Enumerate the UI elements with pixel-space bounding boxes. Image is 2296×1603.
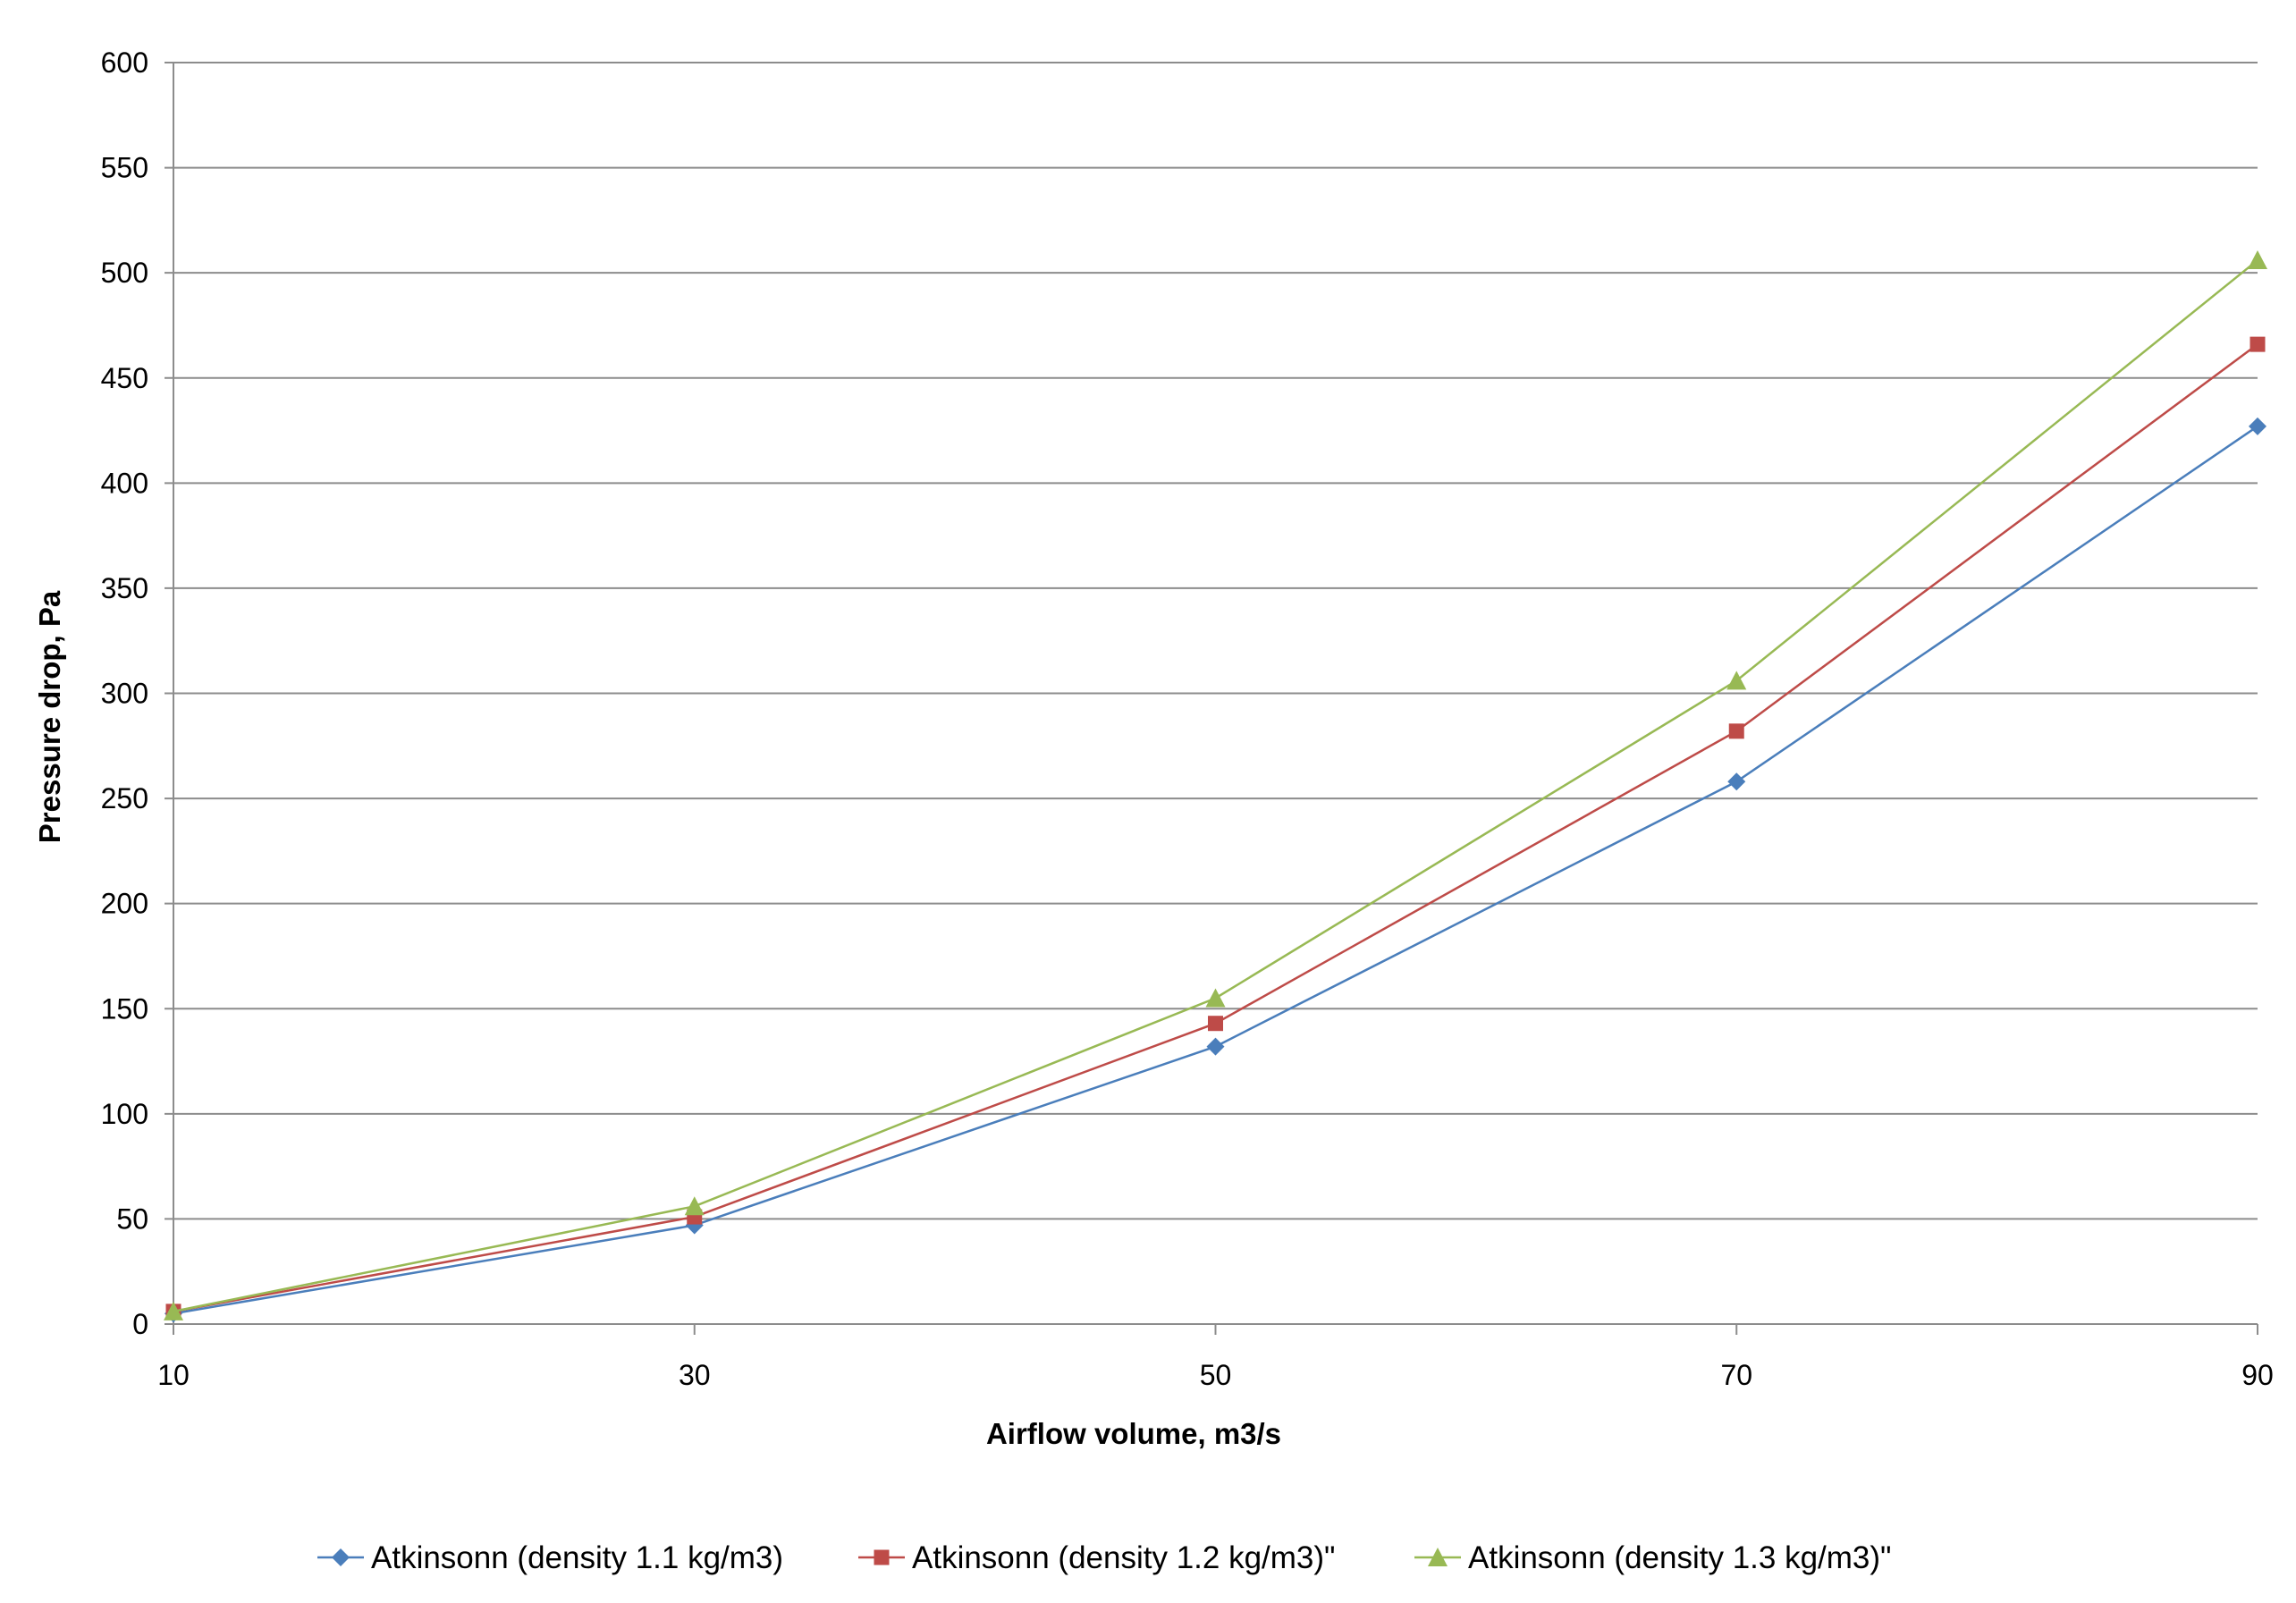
y-tick-label: 350 — [101, 572, 148, 604]
y-tick-label: 150 — [101, 992, 148, 1025]
x-tick-label: 10 — [157, 1359, 190, 1391]
series-3-point — [1726, 671, 1747, 690]
legend-marker — [1428, 1548, 1448, 1566]
series-1-point — [1727, 772, 1746, 791]
legend-marker — [332, 1548, 350, 1566]
y-tick-label: 100 — [101, 1098, 148, 1130]
legend-item-1: Atkinsonn (density 1.1 kg/m3) — [317, 1540, 783, 1575]
legend-item-3: Atkinsonn (density 1.3 kg/m3)" — [1414, 1540, 1891, 1575]
y-tick-label: 50 — [116, 1202, 148, 1235]
series-3 — [164, 250, 2267, 1320]
series-1-line — [173, 425, 2258, 1315]
y-tick-label: 500 — [101, 257, 148, 289]
legend-marker — [874, 1549, 890, 1565]
x-axis-title: Airflow volume, m3/s — [986, 1417, 1281, 1450]
y-tick-label: 0 — [132, 1308, 148, 1340]
legend-label: Atkinsonn (density 1.3 kg/m3)" — [1468, 1540, 1891, 1575]
series-2-line — [173, 343, 2258, 1313]
grid-lines — [165, 62, 2258, 1325]
x-tick-label: 30 — [679, 1359, 711, 1391]
series-3-point — [164, 1301, 183, 1320]
series-2 — [165, 336, 2266, 1320]
y-tick-label: 400 — [101, 467, 148, 499]
series-1 — [165, 417, 2266, 1323]
y-tick-label: 300 — [101, 678, 148, 710]
series-1-point — [2249, 417, 2266, 435]
series-2-point — [1208, 1016, 1223, 1032]
tick-labels: 0 50 100 150 200 250 300 350 400 450 500 550 600 10 30… — [101, 46, 2274, 1391]
series-1-point — [1206, 1037, 1225, 1056]
series-3-point — [684, 1196, 705, 1216]
series-3-point — [2248, 250, 2267, 270]
x-tick-label: 50 — [1200, 1359, 1232, 1391]
series-lines — [164, 250, 2267, 1323]
y-tick-label: 200 — [101, 888, 148, 920]
y-tick-label: 450 — [101, 362, 148, 394]
legend-label: Atkinsonn (density 1.1 kg/m3) — [371, 1540, 783, 1575]
legend-label: Atkinsonn (density 1.2 kg/m3)" — [912, 1540, 1335, 1575]
y-tick-label: 550 — [101, 152, 148, 184]
y-axis-title: Pressure drop, Pa — [33, 590, 66, 843]
legend: Atkinsonn (density 1.1 kg/m3) Atkinsonn (… — [317, 1540, 1891, 1575]
x-tick-label: 70 — [1720, 1359, 1752, 1391]
y-tick-label: 250 — [101, 782, 148, 814]
x-tick-label: 90 — [2241, 1359, 2274, 1391]
axes — [173, 63, 2258, 1335]
y-tick-label: 600 — [101, 46, 148, 79]
legend-item-2: Atkinsonn (density 1.2 kg/m3)" — [858, 1540, 1335, 1575]
series-3-point — [1205, 988, 1226, 1008]
series-2-point — [1728, 723, 1744, 739]
series-3-line — [173, 259, 2258, 1313]
series-2-point — [2250, 336, 2266, 352]
